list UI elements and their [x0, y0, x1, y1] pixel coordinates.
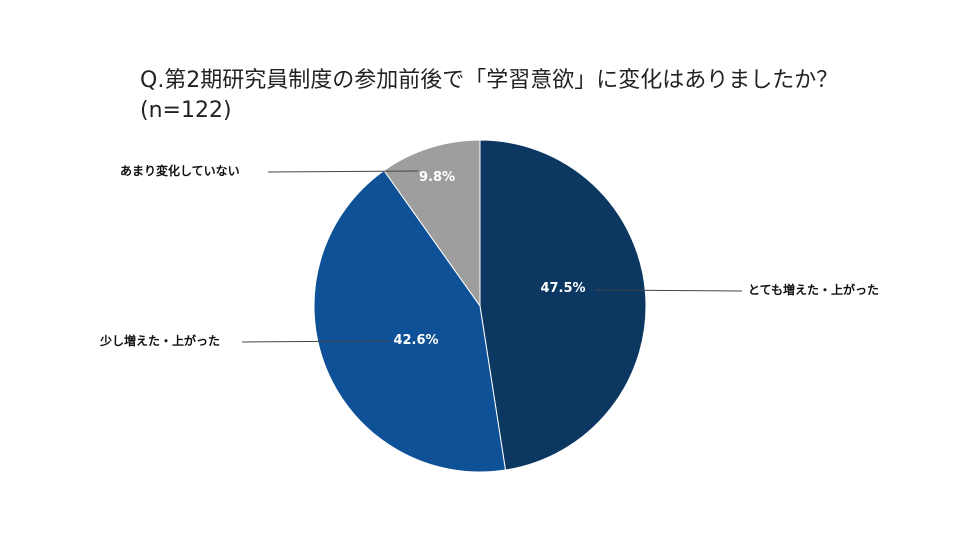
pct-label-very-increased: 47.5%: [540, 281, 585, 296]
pie-slice-no-change: [383, 139, 481, 308]
leader-line-very-increased: [594, 289, 743, 292]
pie-slice-very-increased: [479, 139, 647, 471]
pie-slice-slightly-increased: [313, 169, 507, 473]
leader-line-slightly-increased: [241, 340, 391, 343]
chart-title: Q.第2期研究員制度の参加前後で「学習意欲」に変化はありましたか？(n=122): [140, 68, 839, 123]
pct-label-slightly-increased: 42.6%: [393, 333, 438, 348]
pct-label-no-change: 9.8%: [419, 170, 455, 185]
leader-line-no-change: [267, 170, 419, 173]
category-label-very-increased: とても増えた・上がった: [748, 282, 879, 297]
category-label-no-change: あまり変化していない: [120, 163, 240, 178]
leader-lines: [241, 170, 743, 343]
pie-slices: [313, 139, 647, 473]
category-label-slightly-increased: 少し増えた・上がった: [99, 333, 220, 348]
data-labels: 47.5% とても増えた・上がった 42.6% 少し増えた・上がった 9.8% あまり変化…: [99, 163, 879, 348]
